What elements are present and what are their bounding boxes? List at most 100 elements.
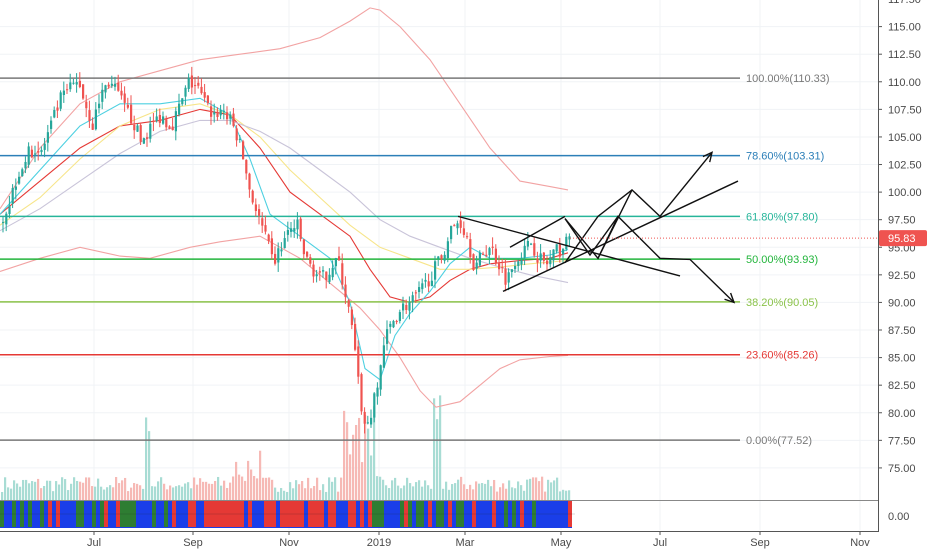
volume-bar <box>547 479 550 500</box>
volume-bar <box>415 482 418 500</box>
candle-body <box>507 272 510 283</box>
volume-bar <box>22 479 25 500</box>
volume-bar <box>418 480 421 500</box>
volume-bar <box>235 461 238 500</box>
volume-bar <box>94 486 97 500</box>
candle-body <box>200 86 203 94</box>
volume-bar <box>1 491 4 500</box>
volume-bar <box>64 479 67 500</box>
candle-body <box>363 411 366 424</box>
fib-level-label: 50.00%(93.93) <box>746 254 818 266</box>
candle-body <box>430 280 433 287</box>
volume-bar <box>247 460 250 500</box>
indicator-block <box>92 501 96 527</box>
volume-bar <box>175 486 178 500</box>
indicator-block <box>152 501 156 527</box>
volume-bar <box>154 486 157 500</box>
candle-body <box>219 110 222 116</box>
volume-bar <box>133 483 136 500</box>
volume-bar <box>49 480 52 500</box>
candle-body <box>181 98 184 105</box>
indicator-block <box>296 501 300 527</box>
candle-body <box>501 267 504 269</box>
candle-body <box>267 234 270 242</box>
volume-bar <box>340 477 343 500</box>
volume-bar <box>73 477 76 500</box>
volume-bar <box>85 477 88 500</box>
y-tick-label: 110.00 <box>888 77 921 89</box>
candle-body <box>286 230 289 235</box>
support-line <box>502 180 739 293</box>
candle-body <box>254 204 257 211</box>
candle-body <box>392 321 395 328</box>
volume-bar <box>313 486 316 500</box>
volume-bar <box>328 477 331 500</box>
y-axis-panel <box>878 0 932 550</box>
candle-body <box>462 228 465 235</box>
volume-bar <box>523 490 526 500</box>
fib-level-label: 0.00%(77.52) <box>746 435 812 447</box>
volume-bar <box>364 415 367 500</box>
candle-body <box>226 112 229 120</box>
volume-bar <box>445 481 448 500</box>
indicator-block <box>28 501 32 527</box>
volume-bar <box>253 475 256 500</box>
indicator-block <box>272 501 276 527</box>
indicator-block <box>120 501 124 527</box>
volume-bar <box>40 488 43 500</box>
volume-bar <box>298 484 301 500</box>
candle-body <box>130 104 133 124</box>
volume-bar <box>472 489 475 500</box>
volume-bar <box>343 410 346 500</box>
candle-body <box>530 243 533 245</box>
y-tick-label: 90.00 <box>888 297 916 309</box>
y-tick-label: 92.50 <box>888 270 916 282</box>
candle-body <box>149 123 152 139</box>
volume-bar <box>76 480 79 500</box>
volume-bar <box>52 491 55 500</box>
y-tick-label: 75.00 <box>888 463 916 475</box>
indicator-block <box>124 501 128 527</box>
indicator-block <box>320 501 324 527</box>
volume-bar <box>82 482 85 500</box>
trend-annotations <box>457 151 739 304</box>
candle-body <box>450 226 453 240</box>
volume-bar <box>475 481 478 500</box>
indicator-block <box>316 501 320 527</box>
volume-bar <box>442 488 445 500</box>
indicator-strip <box>0 500 878 528</box>
candle-body <box>14 186 17 190</box>
volume-bar <box>157 481 160 500</box>
candle-body <box>18 176 21 184</box>
candle-body <box>43 143 46 150</box>
volume-bar <box>304 488 307 500</box>
candle-body <box>315 274 318 277</box>
candle-body <box>34 153 37 155</box>
volume-bar <box>277 491 280 500</box>
channel-line <box>509 215 566 248</box>
volume-bar <box>172 487 175 500</box>
moving-average-lines <box>0 7 569 408</box>
indicator-block <box>48 501 52 527</box>
candle-body <box>165 119 168 128</box>
indicator-block <box>188 501 192 527</box>
volume-bar <box>382 479 385 500</box>
indicator-block <box>20 501 24 527</box>
indicator-block <box>288 501 292 527</box>
candle-body <box>354 323 357 350</box>
volume-bar <box>103 489 106 500</box>
volume-bar <box>322 484 325 500</box>
volume-bar <box>421 486 424 500</box>
fib-level-label: 100.00%(110.33) <box>746 73 830 85</box>
volume-bar <box>97 478 100 500</box>
volume-bar <box>226 487 229 500</box>
candle-body <box>187 78 190 89</box>
candle-body <box>142 138 145 144</box>
projection-path-down <box>564 215 735 303</box>
volume-bar <box>499 487 502 500</box>
volume-bar <box>433 398 436 500</box>
volume-bar <box>256 478 259 500</box>
projection-path-mid <box>597 216 619 259</box>
volume-bar <box>493 479 496 500</box>
candle-body <box>94 109 97 130</box>
